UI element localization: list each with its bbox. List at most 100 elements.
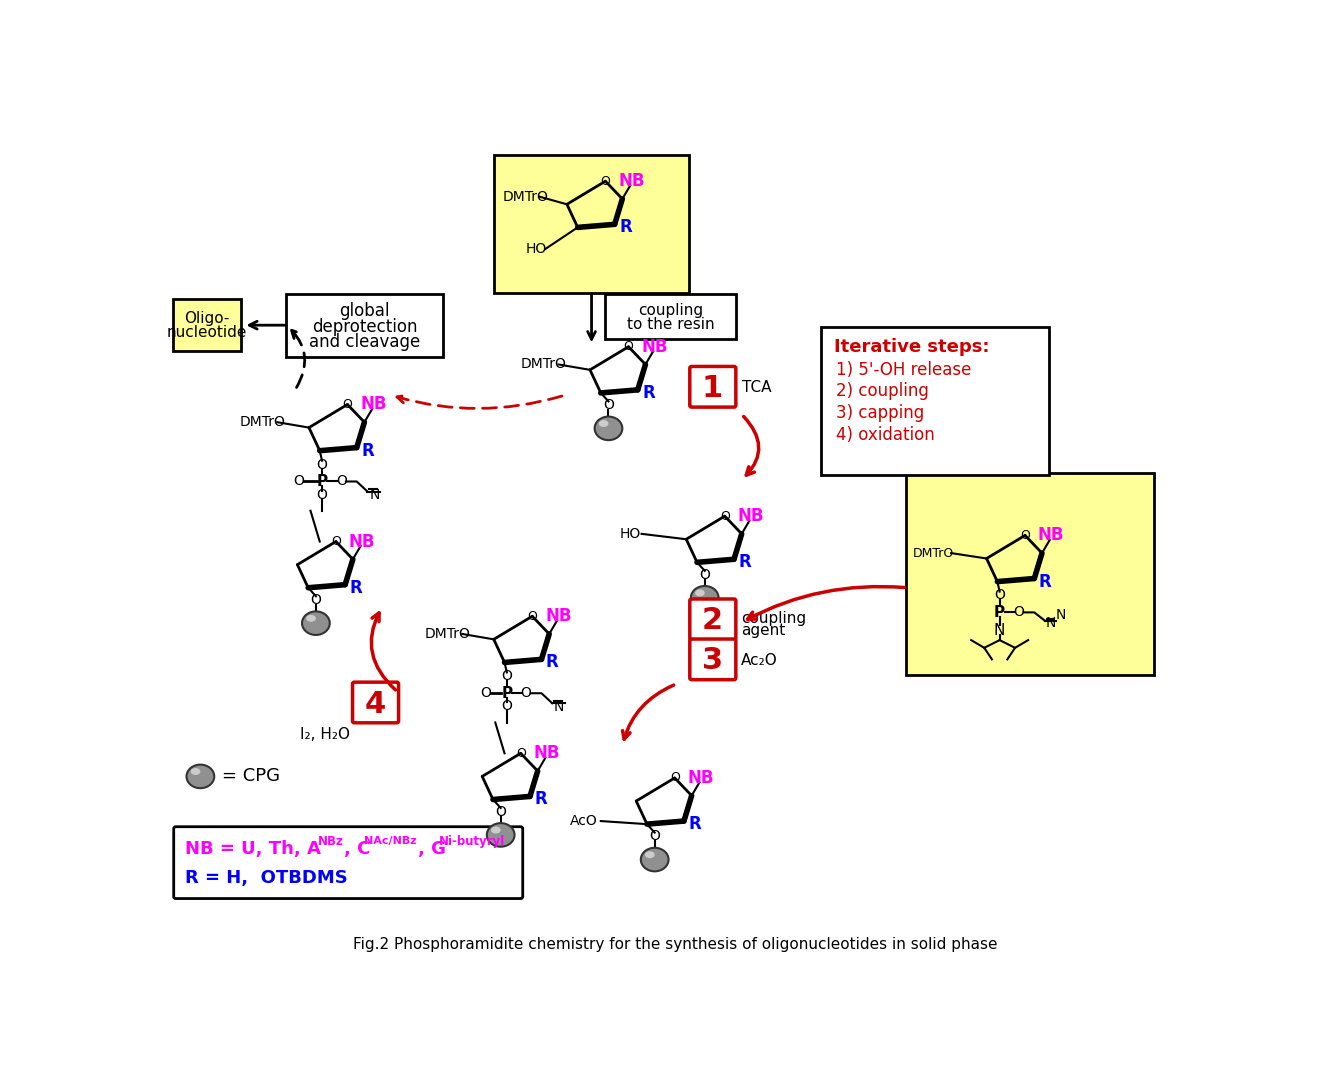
Text: O: O [623,340,634,353]
Text: NB: NB [642,338,668,355]
Text: N: N [1046,617,1057,630]
Text: 1: 1 [701,374,724,403]
Text: O: O [496,805,506,819]
FancyBboxPatch shape [689,639,735,679]
Ellipse shape [695,590,705,596]
Text: DMTrO: DMTrO [503,190,548,204]
Text: O: O [316,487,327,501]
Text: P: P [994,605,1006,620]
Text: O: O [311,593,322,607]
Text: O: O [481,686,492,700]
Text: P: P [501,686,513,701]
Text: Iterative steps:: Iterative steps: [834,338,990,355]
Text: nucleotide: nucleotide [166,325,246,340]
Text: NB: NB [688,769,714,787]
Text: 3: 3 [702,647,724,675]
Text: N: N [369,488,380,502]
Text: NB: NB [738,508,764,525]
FancyBboxPatch shape [689,599,735,639]
FancyBboxPatch shape [905,473,1153,675]
Text: I₂, H₂O: I₂, H₂O [299,727,349,742]
Ellipse shape [691,586,718,609]
FancyBboxPatch shape [352,683,398,723]
Text: TCA: TCA [742,380,771,395]
Text: , G: , G [418,840,447,858]
FancyBboxPatch shape [174,826,523,899]
Text: O: O [670,771,680,784]
Text: 3) capping: 3) capping [837,404,925,422]
Text: DMTrO: DMTrO [912,546,954,559]
Text: P: P [316,474,328,489]
Ellipse shape [306,615,316,622]
Text: DMTrO: DMTrO [240,415,286,429]
Text: NB = U, Th, A: NB = U, Th, A [185,840,320,858]
FancyBboxPatch shape [689,366,735,407]
Text: DMTrO: DMTrO [424,627,471,640]
Ellipse shape [302,611,330,635]
Text: O: O [521,686,531,700]
Text: O: O [501,700,513,713]
Text: Ac₂O: Ac₂O [741,653,778,669]
Text: R: R [688,815,701,833]
Text: Ni-butyryl: Ni-butyryl [439,835,505,848]
Text: R = H,  OTBDMS: R = H, OTBDMS [185,869,348,887]
Text: and cleavage: and cleavage [308,333,420,351]
Text: 4: 4 [365,689,386,718]
Ellipse shape [191,768,200,775]
Text: O: O [336,474,347,488]
Text: HO: HO [619,527,642,541]
Text: N: N [994,623,1006,638]
Text: R: R [1039,572,1052,591]
Text: O: O [604,399,614,413]
Text: NAc/NBz: NAc/NBz [364,836,416,846]
Text: N: N [1056,608,1066,622]
Ellipse shape [594,417,622,441]
Text: global: global [339,302,390,321]
Text: agent: agent [741,623,786,638]
Text: coupling: coupling [638,303,704,318]
Text: O: O [1020,529,1029,542]
Text: O: O [1014,606,1024,620]
Text: R: R [361,442,374,460]
Text: NB: NB [618,172,645,190]
Text: O: O [343,399,352,411]
Text: coupling: coupling [741,611,807,626]
Text: R: R [738,553,751,571]
Text: 2) coupling: 2) coupling [837,382,929,401]
Text: deprotection: deprotection [311,318,416,336]
Text: R: R [546,653,559,672]
Ellipse shape [492,826,501,834]
Text: O: O [316,458,327,472]
Text: NB: NB [534,744,560,762]
Text: to the resin: to the resin [627,316,714,332]
Text: O: O [515,746,526,760]
FancyBboxPatch shape [605,294,735,339]
Text: O: O [994,589,1006,603]
Text: O: O [527,610,538,623]
Ellipse shape [598,420,609,427]
Text: , C: , C [344,840,370,858]
Text: O: O [501,670,513,684]
Text: HO: HO [526,242,547,256]
FancyBboxPatch shape [494,156,689,293]
Text: NB: NB [1039,526,1065,544]
Text: R: R [534,791,547,809]
Ellipse shape [486,823,514,847]
Text: Fig.2 Phosphoramidite chemistry for the synthesis of oligonucleotides in solid p: Fig.2 Phosphoramidite chemistry for the … [353,936,998,951]
Text: = CPG: = CPG [221,768,279,785]
Text: O: O [720,510,730,523]
Text: NBz: NBz [318,835,344,848]
Text: 2: 2 [702,606,724,635]
Text: R: R [619,218,631,237]
FancyBboxPatch shape [821,327,1049,474]
Text: 4) oxidation: 4) oxidation [837,426,936,444]
Ellipse shape [187,765,215,788]
Text: O: O [331,535,341,548]
Ellipse shape [645,851,655,859]
Text: 1) 5'-OH release: 1) 5'-OH release [837,361,971,379]
Text: O: O [601,175,610,188]
FancyBboxPatch shape [286,294,443,356]
Text: N: N [554,700,564,714]
Text: O: O [294,474,304,488]
Text: O: O [700,568,710,582]
